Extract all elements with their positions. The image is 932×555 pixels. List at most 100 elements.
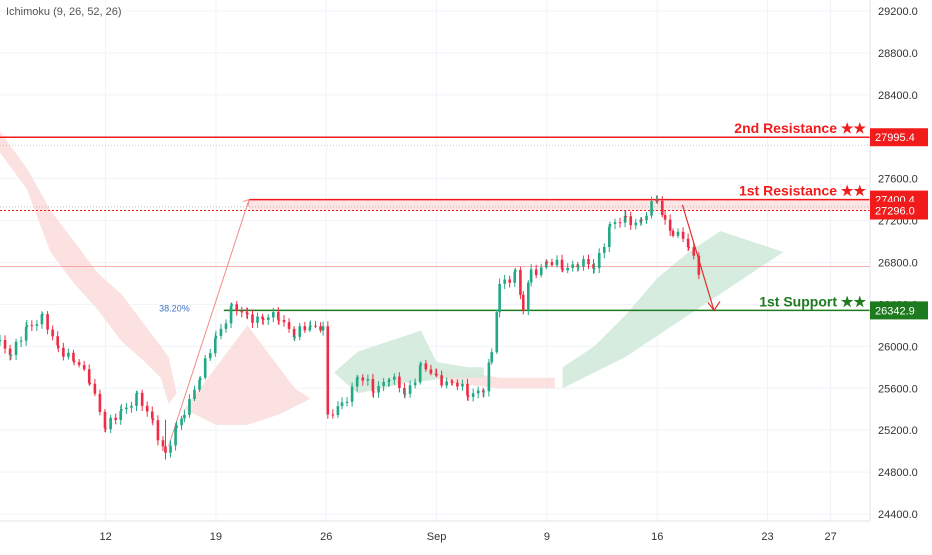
candle-body [256, 316, 259, 323]
candle-body [435, 374, 438, 376]
x-tick-label: 23 [761, 531, 773, 543]
candle-body [418, 365, 422, 383]
ichimoku-cloud [0, 131, 784, 425]
y-tick-label: 28800.0 [878, 48, 918, 60]
candle-body [261, 318, 265, 320]
candle-body [513, 271, 517, 283]
candle-body [471, 393, 475, 397]
candle-body [623, 216, 627, 223]
candle-body [287, 322, 291, 329]
candle-body [303, 326, 307, 331]
cloud-bear [0, 131, 177, 404]
candle-body [577, 266, 580, 268]
candle-body [214, 336, 218, 339]
candle-body [114, 417, 117, 420]
candle-body [461, 383, 464, 387]
candle-body [125, 407, 128, 410]
candle-body [151, 418, 155, 421]
rally-line [168, 199, 250, 447]
candle-body [466, 383, 469, 396]
candle-body [308, 326, 312, 331]
candle-body [361, 377, 365, 381]
candle-body [387, 381, 390, 383]
x-axis-panel [0, 521, 932, 550]
candle-body [314, 325, 317, 327]
candle-body [0, 339, 2, 342]
candle-body [550, 262, 554, 266]
candle-body [618, 222, 622, 224]
candle-body [62, 347, 65, 357]
candle-body [198, 380, 201, 390]
candle-body [188, 399, 191, 415]
x-tick-label: 9 [544, 531, 550, 543]
candle-body [639, 219, 643, 223]
candle-body [560, 259, 564, 269]
candle-body [230, 304, 233, 306]
candle-body [198, 377, 202, 381]
cloud-bear-2 [184, 325, 311, 425]
candle-body [251, 314, 254, 323]
candle-body [240, 311, 244, 313]
price-tag [870, 128, 928, 147]
x-tick-label: 26 [320, 531, 332, 543]
candle-body [592, 268, 596, 270]
candle-body [668, 219, 672, 231]
candle-body [544, 261, 548, 268]
candle-body [403, 393, 407, 395]
candle-body [555, 259, 559, 266]
candle-body [298, 326, 302, 337]
candle-body [440, 375, 443, 386]
candle-body [57, 345, 60, 348]
candle-body [340, 402, 344, 407]
candle-body [169, 445, 172, 453]
candle-body [30, 325, 34, 327]
candle-body [640, 219, 643, 221]
x-tick-label: 27 [824, 531, 836, 543]
y-tick-label: 28400.0 [878, 90, 918, 102]
candle-body [51, 329, 54, 337]
candle-body [293, 336, 297, 338]
candle-body [103, 411, 107, 429]
candle-body [224, 323, 228, 329]
candle-body [681, 231, 685, 239]
candle-body [482, 391, 486, 393]
candle-body [56, 336, 59, 346]
candle-body [387, 379, 391, 382]
candle-body [41, 314, 44, 316]
candle-body [183, 414, 186, 419]
candle-body [277, 319, 281, 321]
price-tag [870, 201, 928, 220]
candle-body [403, 388, 406, 394]
candle-body [393, 376, 396, 380]
candle-body [203, 358, 207, 378]
candle-body [321, 326, 325, 331]
candle-body [145, 405, 149, 412]
fib-label: 38.20% [159, 303, 190, 313]
candle-body [246, 313, 249, 315]
candle-body [72, 352, 75, 361]
level-name-label: 1st Resistance ★★ [739, 183, 866, 199]
candle-body [634, 222, 638, 226]
candle-body [671, 230, 675, 236]
candle-body [213, 338, 217, 354]
candle-body [3, 339, 7, 349]
candle-body [174, 428, 177, 446]
candle-body [271, 312, 275, 318]
y-tick-label: 25200.0 [878, 425, 918, 437]
level-name-label: 2nd Resistance ★★ [734, 120, 866, 136]
candle-body [130, 405, 133, 408]
candle-body [109, 417, 112, 430]
candle-body [655, 200, 659, 202]
candle-body [331, 414, 335, 416]
candle-body [597, 252, 601, 269]
candle-body [456, 382, 459, 387]
projection-arrow-line [681, 204, 715, 311]
candle-body [175, 425, 178, 429]
candle-body [582, 259, 585, 267]
candle-body [529, 269, 533, 283]
candle-body [235, 304, 239, 312]
candle-body [345, 401, 349, 403]
candles [0, 195, 701, 460]
